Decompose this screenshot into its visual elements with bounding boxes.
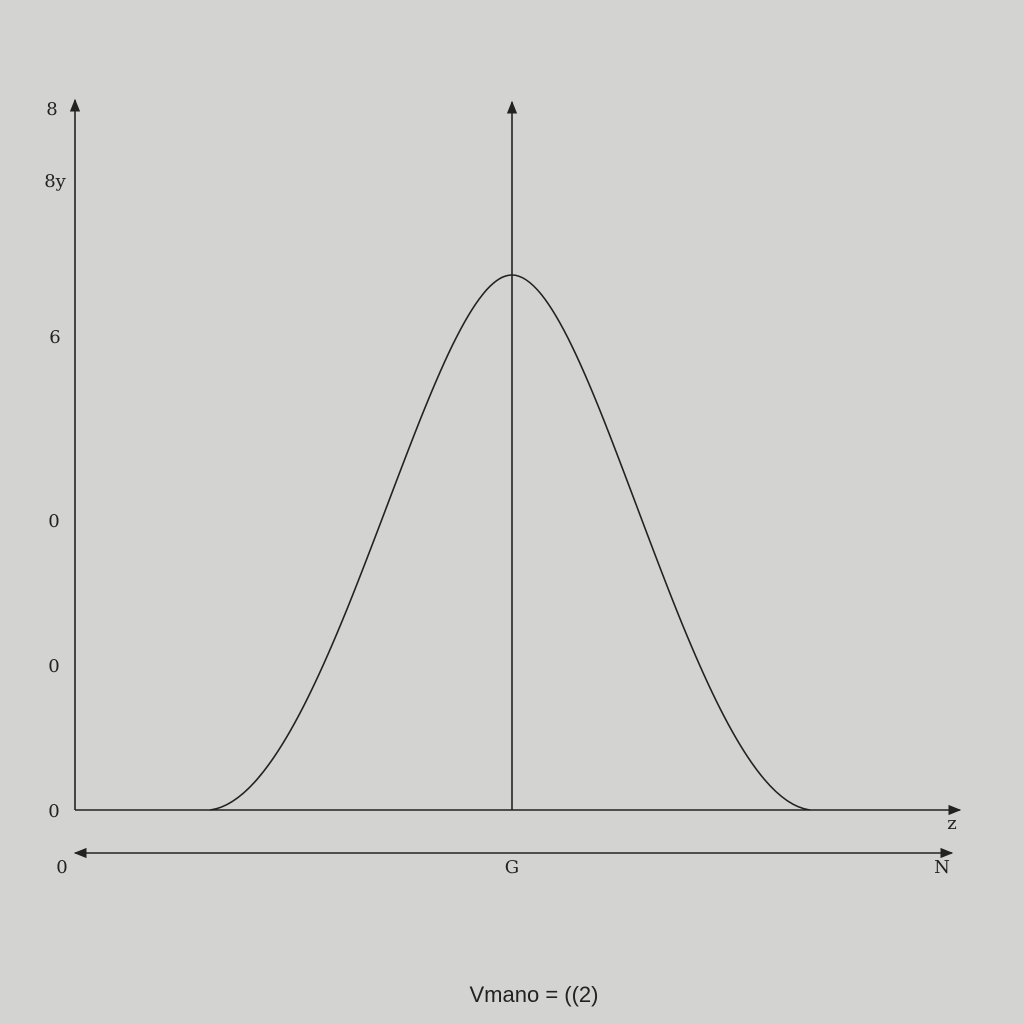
y-label: 0: [48, 511, 59, 532]
bell-curve: [209, 274, 811, 811]
y-label: 0: [48, 656, 59, 677]
x-label: G: [505, 857, 519, 878]
y-label: 6: [49, 327, 60, 348]
x-label: 0: [56, 857, 67, 878]
y-label: 8y: [44, 171, 66, 192]
y-label: 0: [48, 801, 59, 822]
x-end-label: z: [947, 813, 956, 834]
x-label: N: [934, 857, 950, 878]
y-label: 8: [46, 99, 57, 120]
caption: Vmano = ((2): [470, 982, 599, 1007]
